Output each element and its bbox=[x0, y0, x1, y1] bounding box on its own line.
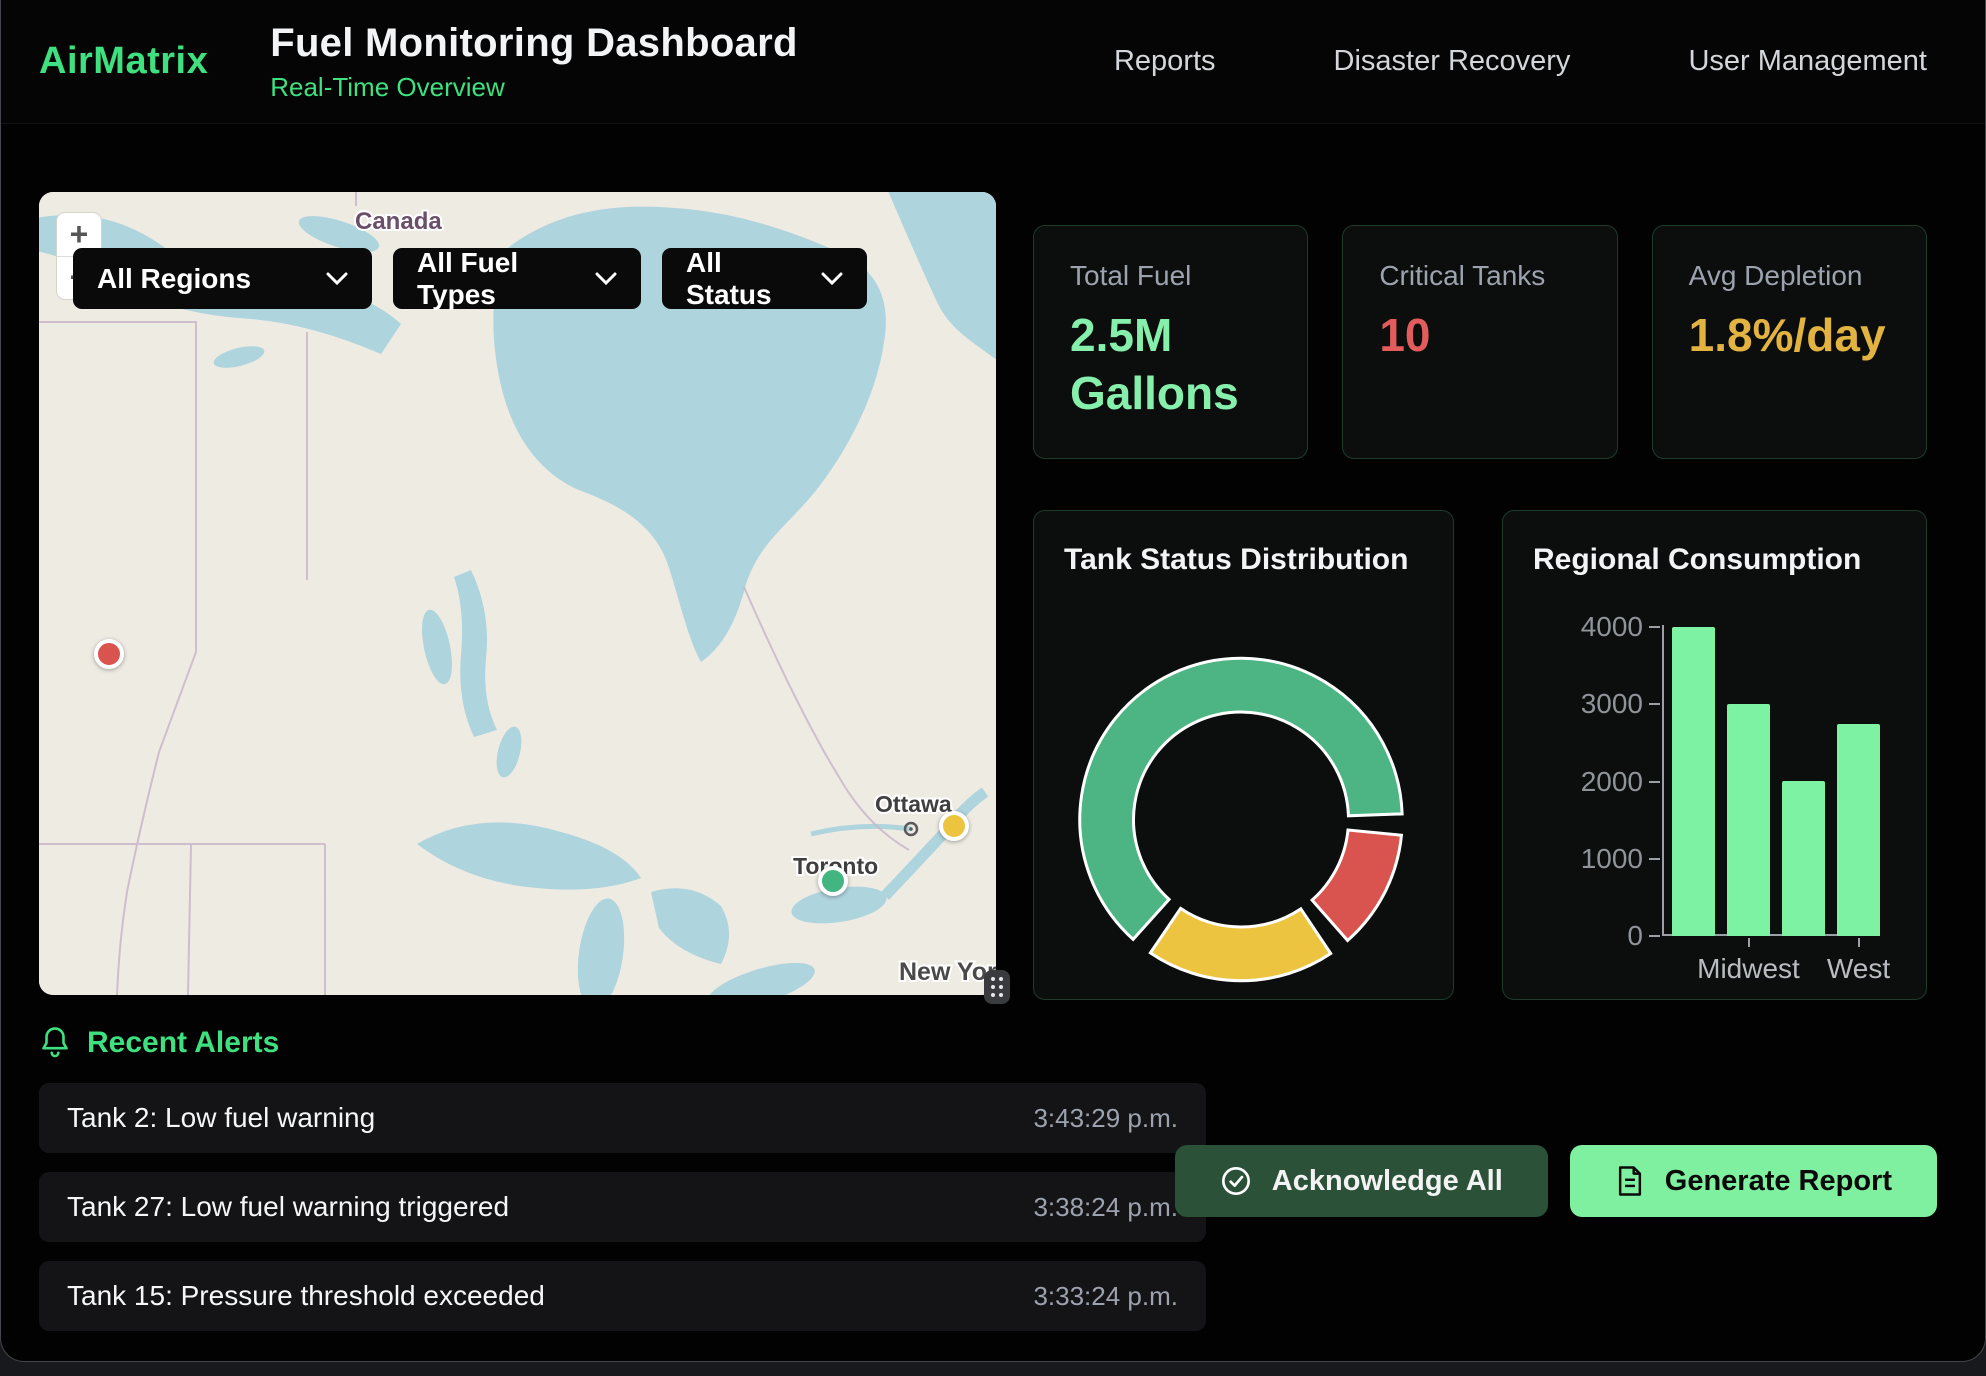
map-label-ottawa: Ottawa bbox=[875, 791, 952, 817]
generate-report-button[interactable]: Generate Report bbox=[1569, 1145, 1937, 1217]
bar-midwest bbox=[1727, 704, 1770, 936]
y-tick-label: 4000 bbox=[1580, 611, 1643, 642]
acknowledge-all-label: Acknowledge All bbox=[1271, 1164, 1503, 1197]
regional-consumption-panel: Regional Consumption Midwest West 0 1000 200… bbox=[1502, 510, 1927, 1000]
map-canvas[interactable]: Canada Ottawa Toronto New York + − All R… bbox=[39, 192, 996, 995]
main-nav: Reports Disaster Recovery User Managemen… bbox=[1114, 45, 1927, 78]
nav-reports[interactable]: Reports bbox=[1113, 45, 1216, 77]
stat-value: 1.8%/day bbox=[1688, 309, 1886, 361]
alert-time: 3:33:24 p.m. bbox=[1033, 1280, 1178, 1311]
stat-value: 2.5M Gallons bbox=[1070, 309, 1239, 420]
nav-user-management[interactable]: User Management bbox=[1688, 45, 1927, 77]
x-tick-label: Midwest bbox=[1697, 953, 1800, 984]
map-filters: All Regions All Fuel Types All Status bbox=[73, 246, 867, 310]
bar-region-3 bbox=[1782, 781, 1825, 936]
page-title: Fuel Monitoring Dashboard bbox=[270, 20, 798, 65]
y-tick-label: 2000 bbox=[1580, 765, 1643, 797]
stat-card-critical-tanks: Critical Tanks 10 bbox=[1342, 225, 1618, 459]
map-resize-handle[interactable] bbox=[984, 970, 1010, 1004]
tank-status-panel: Tank Status Distribution bbox=[1033, 510, 1454, 1000]
regional-consumption-bar-chart: Midwest West 0 1000 2000 3000 4000 bbox=[1503, 511, 1926, 999]
tank-status-title: Tank Status Distribution bbox=[1064, 543, 1409, 576]
circle-check-icon bbox=[1221, 1167, 1250, 1195]
stat-card-total-fuel: Total Fuel 2.5M Gallons bbox=[1033, 225, 1309, 459]
donut-segment-critical bbox=[1309, 828, 1404, 943]
map-label-newyork: New York bbox=[899, 958, 996, 986]
map-background: Canada Ottawa Toronto New York bbox=[39, 192, 996, 995]
chevron-down-icon bbox=[326, 272, 348, 285]
alert-row[interactable]: Tank 15: Pressure threshold exceeded 3:3… bbox=[39, 1261, 1206, 1331]
donut-segment-normal bbox=[1078, 656, 1404, 942]
alert-text: Tank 2: Low fuel warning bbox=[67, 1102, 376, 1133]
chevron-down-icon bbox=[821, 272, 843, 285]
tank-marker-normal[interactable] bbox=[818, 866, 848, 896]
acknowledge-all-button[interactable]: Acknowledge All bbox=[1174, 1145, 1548, 1217]
page-subtitle: Real-Time Overview bbox=[270, 71, 505, 102]
x-tick-label: West bbox=[1826, 953, 1891, 984]
stat-label: Total Fuel bbox=[1070, 260, 1192, 291]
bar-west bbox=[1837, 724, 1880, 936]
map-label-canada: Canada bbox=[355, 208, 442, 235]
alert-list: Tank 2: Low fuel warning 3:43:29 p.m. Ta… bbox=[39, 1083, 1206, 1331]
fuel-type-filter-dropdown[interactable]: All Fuel Types bbox=[393, 246, 641, 310]
document-icon bbox=[1618, 1166, 1641, 1196]
alert-time: 3:43:29 p.m. bbox=[1033, 1102, 1178, 1133]
tank-marker-warning[interactable] bbox=[939, 811, 969, 841]
generate-report-label: Generate Report bbox=[1664, 1164, 1892, 1197]
alert-time: 3:38:24 p.m. bbox=[1033, 1191, 1178, 1222]
donut-segment-warning bbox=[1148, 906, 1333, 983]
alert-text: Tank 27: Low fuel warning triggered bbox=[67, 1191, 510, 1222]
brand-logo: AirMatrix bbox=[39, 40, 209, 82]
tank-marker-critical[interactable] bbox=[94, 639, 124, 669]
region-filter-dropdown[interactable]: All Regions bbox=[73, 248, 372, 309]
chevron-down-icon bbox=[595, 272, 617, 285]
recent-alerts-section: Recent Alerts Tank 2: Low fuel warning 3… bbox=[1, 1021, 1985, 1331]
status-filter-value: All Status bbox=[686, 246, 772, 310]
fuel-type-filter-value: All Fuel Types bbox=[417, 246, 519, 310]
stat-value: 10 bbox=[1379, 309, 1431, 361]
y-tick-label: 3000 bbox=[1580, 688, 1643, 720]
region-filter-value: All Regions bbox=[97, 262, 252, 294]
bar-region-1 bbox=[1672, 627, 1715, 936]
alert-row[interactable]: Tank 27: Low fuel warning triggered 3:38… bbox=[39, 1172, 1206, 1242]
alerts-title: Recent Alerts bbox=[87, 1026, 280, 1059]
alert-text: Tank 15: Pressure threshold exceeded bbox=[67, 1280, 545, 1311]
alert-row[interactable]: Tank 2: Low fuel warning 3:43:29 p.m. bbox=[39, 1083, 1206, 1153]
header: AirMatrix Fuel Monitoring Dashboard Real… bbox=[1, 0, 1985, 124]
chart-axes bbox=[1662, 625, 1880, 936]
status-filter-dropdown[interactable]: All Status bbox=[662, 246, 867, 310]
regional-consumption-title: Regional Consumption bbox=[1533, 543, 1862, 576]
y-tick-label: 0 bbox=[1627, 920, 1643, 951]
map-panel: Canada Ottawa Toronto New York + − All R… bbox=[39, 192, 1010, 1004]
bell-icon bbox=[42, 1027, 68, 1058]
stat-cards: Total Fuel 2.5M Gallons Critical Tanks 1… bbox=[1033, 225, 1927, 459]
stat-card-avg-depletion: Avg Depletion 1.8%/day bbox=[1651, 225, 1927, 459]
y-tick-label: 1000 bbox=[1580, 842, 1643, 874]
stat-label: Critical Tanks bbox=[1379, 260, 1546, 291]
stat-label: Avg Depletion bbox=[1688, 260, 1863, 291]
tank-status-donut-chart bbox=[1078, 656, 1404, 983]
nav-disaster-recovery[interactable]: Disaster Recovery bbox=[1333, 45, 1571, 77]
